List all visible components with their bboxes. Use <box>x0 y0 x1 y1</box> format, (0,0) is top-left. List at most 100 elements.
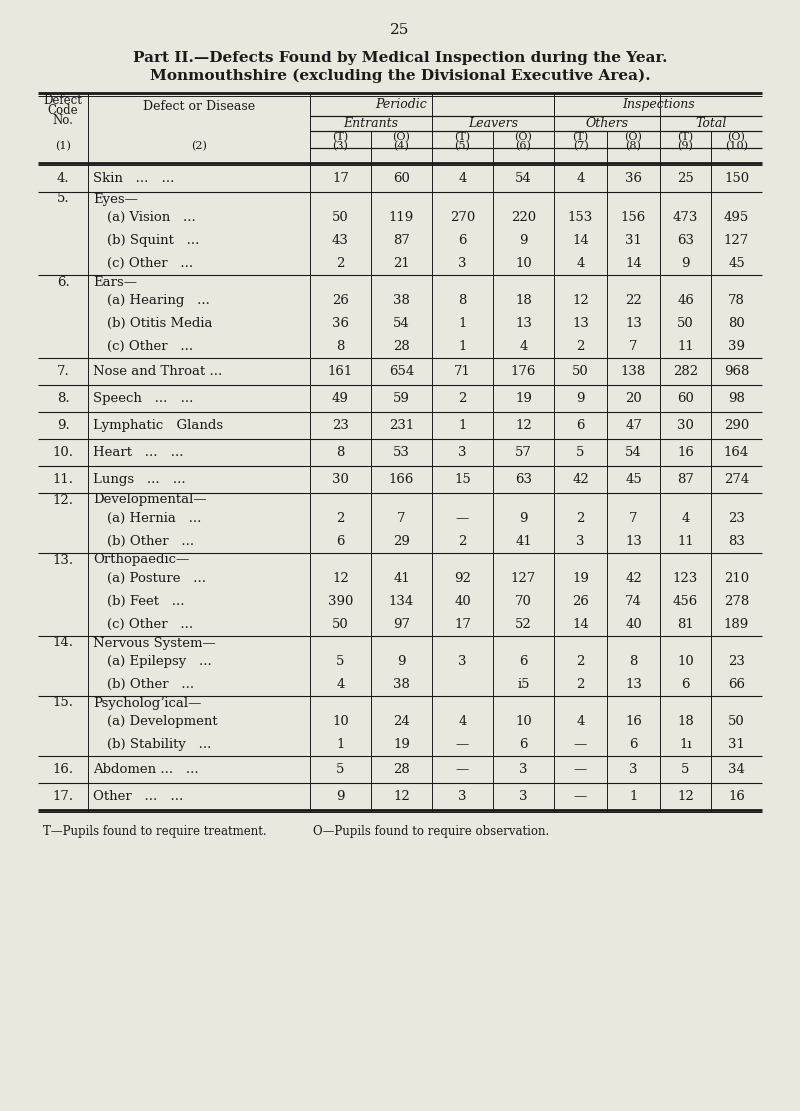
Text: 41: 41 <box>393 572 410 585</box>
Text: 14: 14 <box>572 618 589 631</box>
Text: (a) Epilepsy   ...: (a) Epilepsy ... <box>107 655 212 668</box>
Text: 3: 3 <box>519 763 528 775</box>
Text: 4.: 4. <box>57 172 70 186</box>
Text: 18: 18 <box>515 294 532 307</box>
Text: 12: 12 <box>332 572 349 585</box>
Text: (4): (4) <box>394 141 410 151</box>
Text: 2: 2 <box>458 392 466 406</box>
Text: 28: 28 <box>393 763 410 775</box>
Text: 11: 11 <box>677 340 694 353</box>
Text: 4: 4 <box>458 715 466 728</box>
Text: 6.: 6. <box>57 276 70 289</box>
Text: (b) Stability   ...: (b) Stability ... <box>107 738 211 751</box>
Text: 3: 3 <box>576 536 585 548</box>
Text: 41: 41 <box>515 536 532 548</box>
Text: Others: Others <box>586 117 629 130</box>
Text: 3: 3 <box>458 257 466 270</box>
Text: 4: 4 <box>458 172 466 186</box>
Text: (a) Posture   ...: (a) Posture ... <box>107 572 206 585</box>
Text: 59: 59 <box>393 392 410 406</box>
Text: 14: 14 <box>572 234 589 247</box>
Text: 43: 43 <box>332 234 349 247</box>
Text: 7: 7 <box>630 512 638 526</box>
Text: 8: 8 <box>458 294 466 307</box>
Text: 6: 6 <box>519 738 528 751</box>
Text: 164: 164 <box>724 446 749 459</box>
Text: 40: 40 <box>625 618 642 631</box>
Text: 87: 87 <box>677 473 694 486</box>
Text: 138: 138 <box>621 366 646 378</box>
Text: 10.: 10. <box>53 446 74 459</box>
Text: Entrants: Entrants <box>343 117 398 130</box>
Text: 47: 47 <box>625 419 642 432</box>
Text: 4: 4 <box>576 172 585 186</box>
Text: (T): (T) <box>454 132 470 142</box>
Text: 81: 81 <box>677 618 694 631</box>
Text: 9: 9 <box>576 392 585 406</box>
Text: Defect or Disease: Defect or Disease <box>143 100 255 113</box>
Text: 25: 25 <box>677 172 694 186</box>
Text: 231: 231 <box>389 419 414 432</box>
Text: 13: 13 <box>625 678 642 691</box>
Text: 50: 50 <box>332 618 349 631</box>
Text: 83: 83 <box>728 536 745 548</box>
Text: 23: 23 <box>728 512 745 526</box>
Text: 123: 123 <box>673 572 698 585</box>
Text: (T): (T) <box>573 132 589 142</box>
Text: Lungs   ... ...: Lungs ... ... <box>93 473 186 486</box>
Text: 36: 36 <box>332 317 349 330</box>
Text: i5: i5 <box>518 678 530 691</box>
Text: Defect: Defect <box>43 94 82 108</box>
Text: Nervous System—: Nervous System— <box>93 637 216 650</box>
Text: 5: 5 <box>336 763 345 775</box>
Text: 50: 50 <box>572 366 589 378</box>
Text: 40: 40 <box>454 595 471 608</box>
Text: 80: 80 <box>728 317 745 330</box>
Text: (5): (5) <box>454 141 470 151</box>
Text: Eyes—: Eyes— <box>93 192 138 206</box>
Text: 1: 1 <box>458 317 466 330</box>
Text: Part II.—Defects Found by Medical Inspection during the Year.: Part II.—Defects Found by Medical Inspec… <box>133 51 667 66</box>
Text: Nose and Throat ...: Nose and Throat ... <box>93 366 222 378</box>
Text: 98: 98 <box>728 392 745 406</box>
Text: 2: 2 <box>336 257 345 270</box>
Text: —: — <box>456 738 469 751</box>
Text: 71: 71 <box>454 366 471 378</box>
Text: 74: 74 <box>625 595 642 608</box>
Text: 3: 3 <box>458 446 466 459</box>
Text: 10: 10 <box>515 715 532 728</box>
Text: 60: 60 <box>677 392 694 406</box>
Text: 26: 26 <box>572 595 589 608</box>
Text: 50: 50 <box>677 317 694 330</box>
Text: 15.: 15. <box>53 697 74 710</box>
Text: 15: 15 <box>454 473 471 486</box>
Text: (8): (8) <box>626 141 642 151</box>
Text: —: — <box>574 790 587 803</box>
Text: 12: 12 <box>572 294 589 307</box>
Text: Total: Total <box>695 117 726 130</box>
Text: 8.: 8. <box>57 392 70 406</box>
Text: 9: 9 <box>682 257 690 270</box>
Text: 34: 34 <box>728 763 745 775</box>
Text: 50: 50 <box>332 211 349 224</box>
Text: Speech   ... ...: Speech ... ... <box>93 392 194 406</box>
Text: 20: 20 <box>625 392 642 406</box>
Text: 70: 70 <box>515 595 532 608</box>
Text: 12: 12 <box>677 790 694 803</box>
Text: 30: 30 <box>332 473 349 486</box>
Text: 21: 21 <box>393 257 410 270</box>
Text: —: — <box>574 738 587 751</box>
Text: 19: 19 <box>393 738 410 751</box>
Text: Code: Code <box>48 104 78 118</box>
Text: 5: 5 <box>336 655 345 668</box>
Text: Psychologʼical—: Psychologʼical— <box>93 697 202 710</box>
Text: 50: 50 <box>728 715 745 728</box>
Text: 7: 7 <box>630 340 638 353</box>
Text: 4: 4 <box>682 512 690 526</box>
Text: 6: 6 <box>576 419 585 432</box>
Text: 2: 2 <box>458 536 466 548</box>
Text: (T): (T) <box>678 132 694 142</box>
Text: 5.: 5. <box>57 192 70 206</box>
Text: 290: 290 <box>724 419 749 432</box>
Text: 66: 66 <box>728 678 745 691</box>
